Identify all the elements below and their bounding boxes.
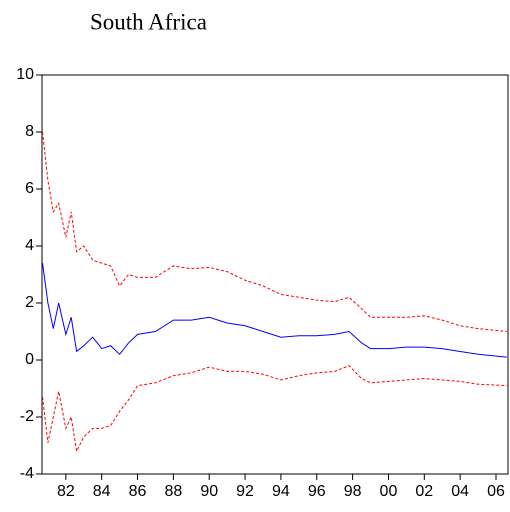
x-tick-label: 02	[415, 483, 433, 500]
x-tick-label: 86	[129, 483, 147, 500]
series-line	[42, 131, 507, 332]
x-tick-label: 88	[164, 483, 182, 500]
y-tick-label: 2	[25, 294, 34, 311]
x-tick-label: 98	[344, 483, 362, 500]
y-tick-label: 6	[25, 180, 34, 197]
x-tick-label: 06	[487, 483, 505, 500]
x-tick-label: 00	[380, 483, 398, 500]
x-tick-label: 84	[93, 483, 111, 500]
y-tick-label: 4	[25, 237, 34, 254]
x-tick-label: 04	[451, 483, 469, 500]
series-line	[42, 365, 507, 453]
x-tick-label: 90	[200, 483, 218, 500]
y-tick-label: 8	[25, 123, 34, 140]
x-tick-label: 94	[272, 483, 290, 500]
x-tick-label: 96	[308, 483, 326, 500]
y-tick-label: -2	[20, 408, 34, 425]
x-tick-label: 92	[236, 483, 254, 500]
y-tick-label: 10	[16, 66, 34, 83]
y-tick-label: -4	[20, 465, 34, 482]
plot-frame	[41, 74, 509, 475]
series-line	[42, 263, 507, 358]
x-tick-label: 82	[57, 483, 75, 500]
chart-title: South Africa	[90, 9, 207, 34]
y-tick-label: 0	[25, 351, 34, 368]
